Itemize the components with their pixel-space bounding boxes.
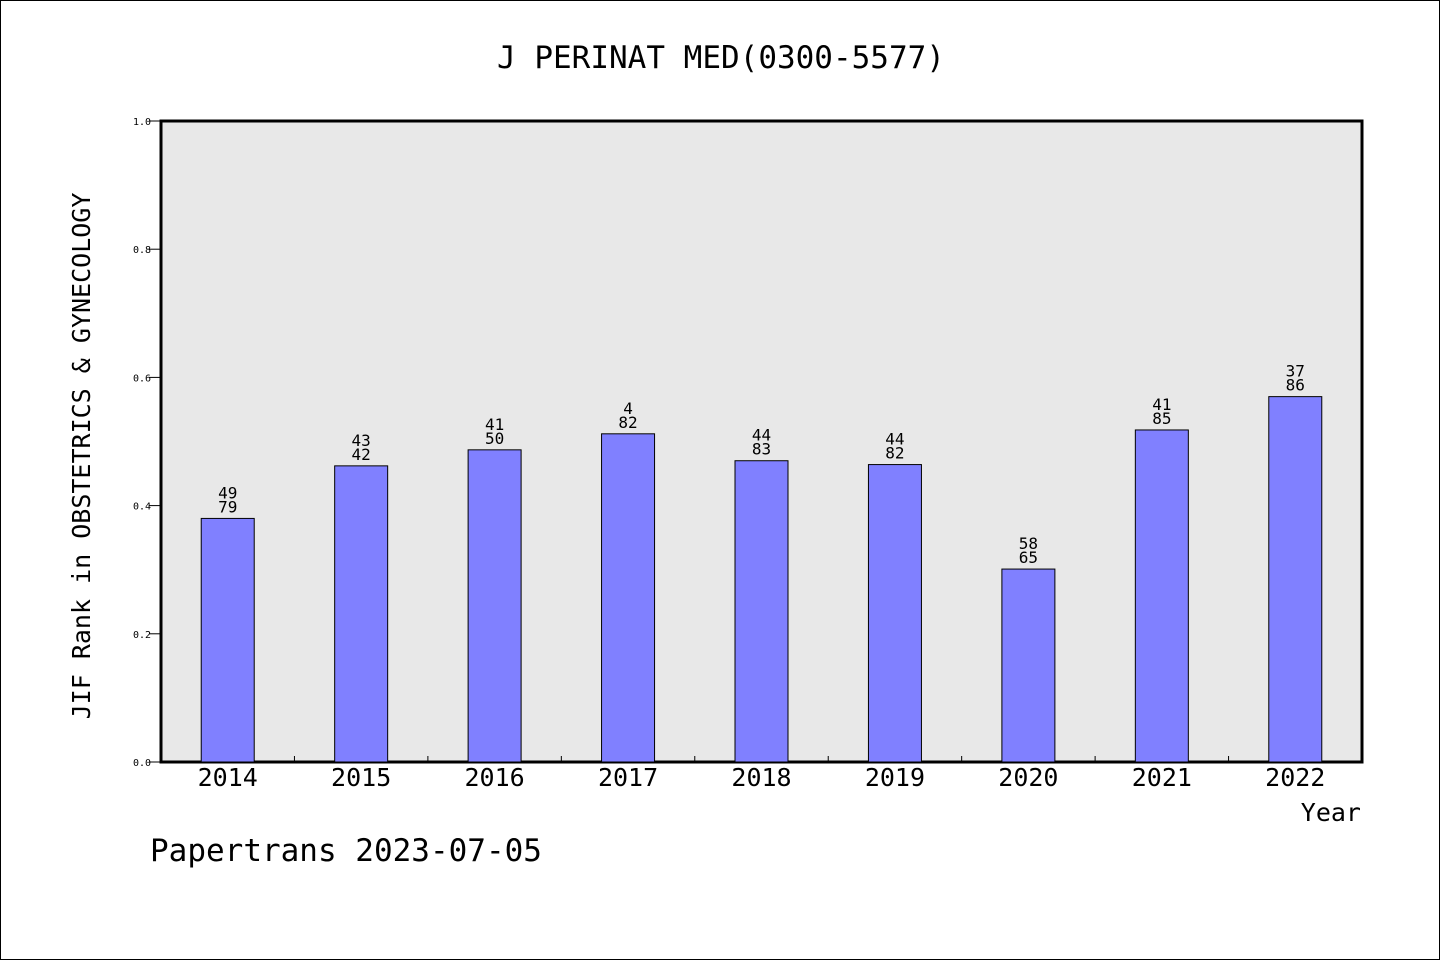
bar-2020	[1001, 568, 1056, 763]
chart-title: J PERINAT MED(0300-5577)	[497, 40, 945, 76]
x-tick-label-2018: 2018	[731, 763, 791, 792]
bar-label-bottom-2020: 65	[1019, 548, 1038, 567]
bar-2015	[334, 465, 389, 763]
bar-label-bottom-2021: 85	[1152, 409, 1171, 428]
x-tick-label-2020: 2020	[998, 763, 1058, 792]
x-tick-label-2016: 2016	[465, 763, 525, 792]
x-axis-label: Year	[1301, 798, 1361, 827]
y-tick-label-1.0: 1.0	[133, 117, 151, 128]
y-tick-label-0.8: 0.8	[133, 245, 151, 256]
x-axis: 2014 2015 2016 2017 2018 2019 2020 2021 2022	[198, 756, 1325, 792]
bar-label-bottom-2019: 82	[885, 444, 904, 463]
bar-label-top-2014: 49	[218, 483, 237, 502]
bar-label-top-2022: 37	[1286, 362, 1305, 381]
bar-label-top-2020: 58	[1019, 534, 1038, 553]
bar-label-bottom-2014: 79	[218, 497, 237, 516]
y-tick-label-0.2: 0.2	[133, 630, 151, 641]
bar-group	[200, 396, 1323, 763]
bar-2018	[734, 460, 789, 763]
bar-2022	[1268, 396, 1323, 763]
bar-2016	[467, 449, 522, 763]
bar-2021	[1134, 429, 1189, 763]
bar-label-top-2018: 44	[752, 426, 771, 445]
bar-label-top-2021: 41	[1152, 395, 1171, 414]
bar-label-bottom-2015: 42	[352, 445, 371, 464]
y-tick-label-0.6: 0.6	[133, 373, 151, 384]
x-tick-label-2015: 2015	[331, 763, 391, 792]
y-tick-label-0.4: 0.4	[133, 502, 151, 513]
y-axis-label: JIF Rank in OBSTETRICS & GYNECOLOGY	[67, 193, 96, 720]
bar-label-top-2019: 44	[885, 430, 904, 449]
bar-label-bottom-2022: 86	[1286, 376, 1305, 395]
x-tick-label-2022: 2022	[1265, 763, 1325, 792]
y-tick-label-0.0: 0.0	[133, 758, 151, 769]
watermark-text: Papertrans 2023-07-05	[150, 833, 542, 869]
bar-label-bottom-2017: 82	[618, 413, 637, 432]
bar-label-bottom-2018: 83	[752, 440, 771, 459]
x-tick-label-2017: 2017	[598, 763, 658, 792]
bar-2014	[200, 517, 255, 763]
y-axis: 0.0 0.2 0.4 0.6 0.8 1.0	[133, 117, 161, 769]
x-tick-label-2014: 2014	[198, 763, 258, 792]
x-tick-label-2021: 2021	[1132, 763, 1192, 792]
x-tick-label-2019: 2019	[865, 763, 925, 792]
bar-label-top-2015: 43	[352, 431, 371, 450]
bar-label-bottom-2016: 50	[485, 429, 504, 448]
bar-label-top-2016: 41	[485, 415, 504, 434]
bar-2019	[867, 464, 922, 763]
bar-label-top-2017: 4	[623, 399, 633, 418]
bar-2017	[601, 433, 656, 763]
